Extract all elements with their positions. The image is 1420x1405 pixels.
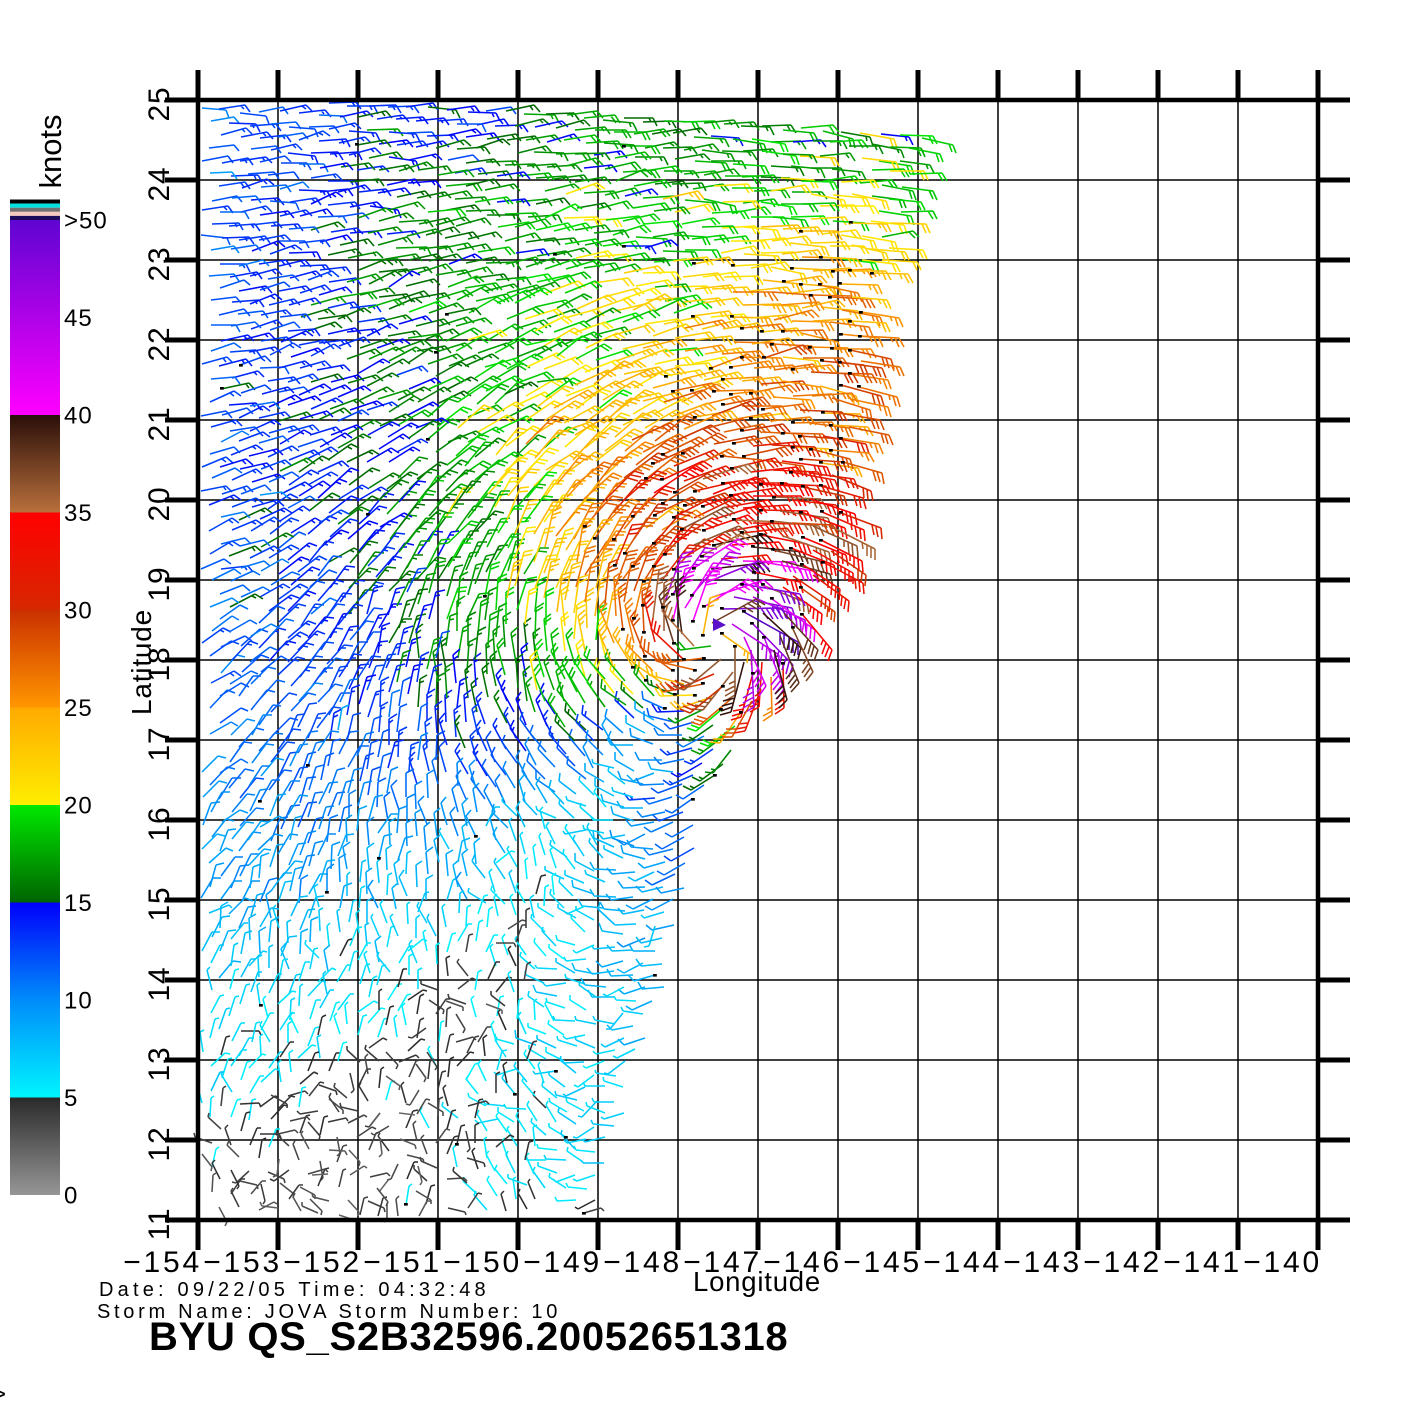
svg-text:BYU QS_S2B32596.20052651318: BYU QS_S2B32596.20052651318 — [149, 1315, 788, 1359]
svg-text:−145: −145 — [843, 1246, 922, 1279]
svg-text:24: 24 — [143, 167, 176, 202]
svg-text:−147: −147 — [683, 1246, 762, 1279]
svg-text:−153: −153 — [203, 1246, 282, 1279]
svg-text:30: 30 — [64, 598, 93, 625]
svg-text:11: 11 — [143, 1208, 176, 1241]
svg-text:20: 20 — [64, 793, 93, 820]
svg-text:Longitude: Longitude — [693, 1266, 821, 1297]
svg-text:Latitude: Latitude — [126, 609, 157, 715]
svg-text:40: 40 — [64, 403, 93, 430]
svg-text:−151: −151 — [363, 1246, 442, 1279]
svg-text:−149: −149 — [523, 1246, 602, 1279]
svg-text:14: 14 — [143, 967, 176, 1002]
svg-text:−152: −152 — [283, 1246, 362, 1279]
svg-text:45: 45 — [64, 305, 93, 332]
svg-text:35: 35 — [64, 500, 93, 527]
svg-text:25: 25 — [143, 87, 176, 122]
svg-text:−148: −148 — [603, 1246, 682, 1279]
svg-text:23: 23 — [143, 247, 176, 282]
svg-text:12: 12 — [143, 1127, 176, 1162]
svg-text:15: 15 — [64, 890, 93, 917]
svg-text:13: 13 — [143, 1047, 176, 1082]
svg-text:21: 21 — [143, 407, 176, 442]
svg-text:Date: 09/22/05 Time: 04:3: Date: 09/22/05 Time: 04:32:48 — [99, 1279, 490, 1301]
svg-text:−144: −144 — [923, 1246, 1002, 1279]
svg-text:−143: −143 — [1003, 1246, 1082, 1279]
svg-text:−141: −141 — [1163, 1246, 1242, 1279]
svg-text:>: > — [0, 1381, 6, 1400]
svg-text:−150: −150 — [443, 1246, 522, 1279]
svg-text:17: 17 — [143, 727, 176, 762]
svg-text:knots: knots — [33, 114, 68, 188]
svg-text:5: 5 — [64, 1085, 78, 1112]
svg-text:18: 18 — [143, 647, 176, 682]
svg-text:0: 0 — [64, 1183, 78, 1210]
svg-text:−154: −154 — [123, 1246, 202, 1279]
svg-text:−142: −142 — [1083, 1246, 1162, 1279]
svg-text:22: 22 — [143, 327, 176, 362]
svg-text:25: 25 — [64, 695, 93, 722]
svg-text:−146: −146 — [763, 1246, 842, 1279]
svg-text:10: 10 — [64, 988, 93, 1015]
svg-text:15: 15 — [143, 887, 176, 922]
svg-text:20: 20 — [143, 487, 176, 522]
svg-text:16: 16 — [143, 807, 176, 842]
svg-text:19: 19 — [143, 567, 176, 602]
svg-text:Storm Name: JOVA Storm N: Storm Name: JOVA Storm Number: 10 — [97, 1301, 561, 1323]
svg-text:>50: >50 — [64, 208, 108, 235]
svg-text:−140: −140 — [1243, 1246, 1322, 1279]
